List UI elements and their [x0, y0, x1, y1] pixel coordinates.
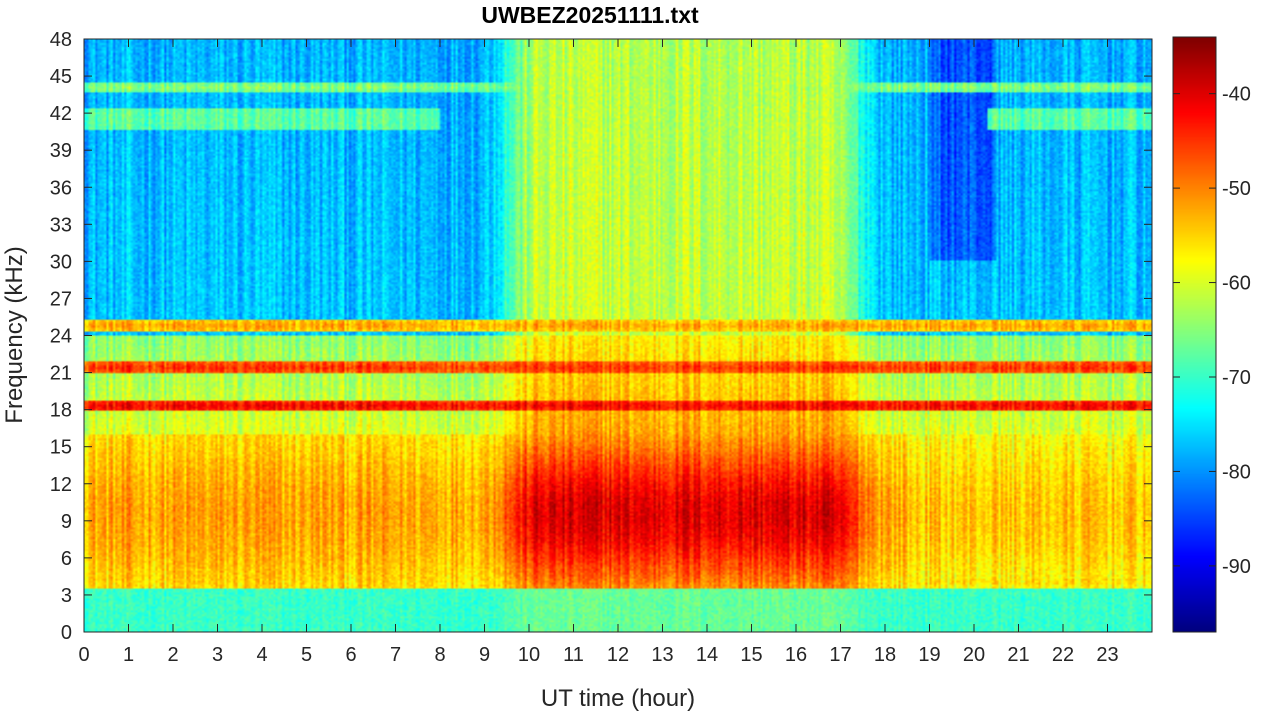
x-tick-label: 17 [829, 644, 851, 666]
colorbar-tick-label: -70 [1222, 367, 1251, 389]
x-tick-label: 20 [963, 644, 985, 666]
plot-area [83, 38, 1153, 633]
x-tick-label: 13 [651, 644, 673, 666]
y-tick-label: 27 [50, 288, 72, 310]
x-tick-label: 15 [740, 644, 762, 666]
x-tick-label: 11 [563, 644, 584, 666]
x-tick-label: 6 [345, 644, 356, 666]
y-tick-label: 18 [50, 400, 72, 422]
chart-title: UWBEZ20251111.txt [481, 2, 699, 28]
y-tick-label: 48 [50, 29, 72, 51]
colorbar-tick-label: -90 [1222, 556, 1251, 578]
x-tick-label: 23 [1096, 644, 1118, 666]
y-tick-label: 21 [50, 363, 72, 385]
y-tick-label: 33 [50, 214, 72, 236]
x-tick-label: 21 [1007, 644, 1029, 666]
y-tick-label: 0 [61, 622, 72, 644]
x-tick-label: 0 [78, 644, 89, 666]
x-tick-label: 19 [918, 644, 940, 666]
colorbar: -90 -80 -70 -60 -50 -40 [1172, 36, 1251, 633]
y-tick-label: 30 [50, 251, 72, 273]
colorbar-tick-label: -80 [1222, 461, 1251, 483]
y-tick-label: 12 [50, 474, 72, 496]
x-axis-label: UT time (hour) [541, 685, 695, 712]
y-tick-label: 3 [61, 585, 72, 607]
y-tick-label: 15 [50, 437, 72, 459]
y-tick-label: 42 [50, 103, 72, 125]
x-tick-label: 9 [479, 644, 490, 666]
x-tick-label: 18 [874, 644, 896, 666]
colorbar-tick-label: -50 [1222, 178, 1251, 200]
x-tick-label: 4 [256, 644, 267, 666]
colorbar-tick-label: -60 [1222, 273, 1251, 295]
colorbar-frame [1172, 36, 1217, 633]
colorbar-tick-label: -40 [1222, 84, 1251, 106]
y-tick-label: 39 [50, 140, 72, 162]
colorbar-ticks: -90 -80 -70 -60 -50 -40 [1173, 84, 1251, 578]
y-axis-label: Frequency (kHz) [1, 246, 28, 423]
x-tick-label: 3 [212, 644, 223, 666]
x-tick-label: 12 [607, 644, 629, 666]
y-tick-label: 45 [50, 66, 72, 88]
y-tick-label: 9 [61, 511, 72, 533]
x-tick-label: 8 [434, 644, 445, 666]
y-tick-label: 36 [50, 177, 72, 199]
x-tick-label: 2 [167, 644, 178, 666]
y-tick-label: 24 [50, 326, 72, 348]
x-tick-label: 10 [518, 644, 540, 666]
x-tick-label: 22 [1052, 644, 1074, 666]
x-axis: 0 1 2 3 4 5 6 7 8 9 10 11 12 13 14 15 16 17 18 19 20 21 22 23 [78, 39, 1119, 666]
x-tick-label: 7 [390, 644, 401, 666]
x-tick-label: 5 [301, 644, 312, 666]
spectrogram-heatmap [84, 39, 1152, 632]
y-tick-label: 6 [61, 548, 72, 570]
colorbar-gradient [1173, 37, 1216, 632]
x-tick-label: 16 [785, 644, 807, 666]
x-tick-label: 1 [123, 644, 134, 666]
x-tick-label: 14 [696, 644, 718, 666]
